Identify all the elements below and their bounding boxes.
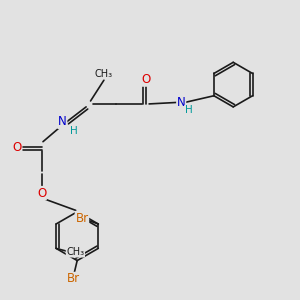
Text: CH₃: CH₃ bbox=[66, 247, 85, 257]
Text: O: O bbox=[13, 140, 22, 154]
Text: H: H bbox=[185, 106, 193, 116]
Text: CH₃: CH₃ bbox=[95, 69, 113, 79]
Text: N: N bbox=[58, 115, 67, 128]
Text: N: N bbox=[177, 96, 186, 109]
Text: O: O bbox=[37, 187, 46, 200]
Text: O: O bbox=[141, 73, 150, 86]
Text: Br: Br bbox=[75, 212, 88, 225]
Text: Br: Br bbox=[67, 272, 80, 286]
Text: H: H bbox=[70, 126, 77, 136]
